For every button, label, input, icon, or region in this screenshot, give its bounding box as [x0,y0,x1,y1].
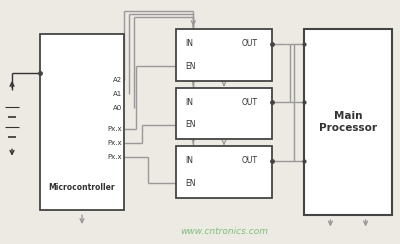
Text: OUT: OUT [242,39,258,48]
Bar [40,34,124,210]
Text: OUT: OUT [242,98,258,107]
Text: EN: EN [186,179,196,188]
Bar [176,146,272,198]
Bar [176,29,272,81]
Text: www.cntronics.com: www.cntronics.com [180,227,268,236]
Text: OUT: OUT [242,156,258,165]
Text: IN: IN [186,156,194,165]
Text: Px.x: Px.x [107,140,122,146]
Bar [176,88,272,139]
Text: EN: EN [186,62,196,71]
Text: IN: IN [186,39,194,48]
Text: A0: A0 [113,105,122,111]
Text: Main
Processor: Main Processor [319,111,377,133]
Text: Microcontroller: Microcontroller [49,183,115,192]
Text: A1: A1 [113,91,122,97]
Text: EN: EN [186,120,196,129]
Text: Px.x: Px.x [107,154,122,160]
Text: A2: A2 [113,77,122,83]
Text: Px.x: Px.x [107,126,122,132]
Text: IN: IN [186,98,194,107]
Bar [304,29,392,215]
